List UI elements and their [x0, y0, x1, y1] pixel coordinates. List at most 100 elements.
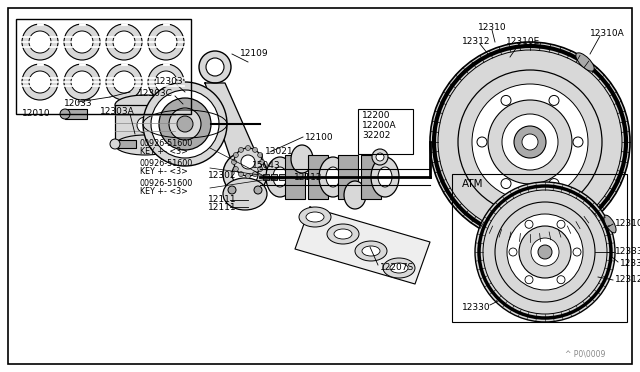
- Ellipse shape: [148, 64, 184, 100]
- Text: ^ P0\0009: ^ P0\0009: [564, 350, 605, 359]
- Text: 00926-51600: 00926-51600: [140, 140, 193, 148]
- Text: 12331: 12331: [620, 260, 640, 269]
- Bar: [285, 155, 305, 199]
- Polygon shape: [205, 83, 259, 160]
- Text: 12302: 12302: [208, 171, 237, 180]
- Ellipse shape: [64, 64, 100, 100]
- Ellipse shape: [241, 155, 255, 169]
- Ellipse shape: [253, 147, 257, 153]
- Ellipse shape: [71, 71, 93, 93]
- Text: 12109: 12109: [240, 49, 269, 58]
- Ellipse shape: [372, 149, 388, 165]
- Ellipse shape: [159, 98, 211, 150]
- Text: 12330: 12330: [462, 302, 491, 311]
- Ellipse shape: [177, 116, 193, 132]
- Ellipse shape: [525, 276, 533, 284]
- Ellipse shape: [223, 178, 267, 210]
- Ellipse shape: [155, 71, 177, 93]
- Ellipse shape: [501, 96, 511, 105]
- Ellipse shape: [206, 58, 224, 76]
- Text: ATM: ATM: [462, 179, 483, 189]
- Ellipse shape: [306, 212, 324, 222]
- Text: 00926-51600: 00926-51600: [140, 160, 193, 169]
- Bar: [338, 155, 358, 199]
- Ellipse shape: [259, 160, 264, 164]
- Ellipse shape: [29, 71, 51, 93]
- Ellipse shape: [110, 139, 120, 149]
- Ellipse shape: [319, 157, 347, 197]
- Ellipse shape: [291, 145, 313, 173]
- Ellipse shape: [299, 207, 331, 227]
- Bar: [16, 19, 191, 114]
- Ellipse shape: [475, 182, 615, 322]
- Text: 12200A: 12200A: [362, 121, 397, 129]
- Ellipse shape: [254, 186, 262, 194]
- Ellipse shape: [223, 152, 267, 196]
- Ellipse shape: [232, 161, 258, 187]
- Ellipse shape: [60, 109, 70, 119]
- Text: 00926-51600: 00926-51600: [140, 180, 193, 189]
- Text: 12207S: 12207S: [380, 263, 414, 272]
- Ellipse shape: [355, 241, 387, 261]
- Ellipse shape: [525, 220, 533, 228]
- Ellipse shape: [573, 137, 583, 147]
- Text: 12333: 12333: [615, 247, 640, 257]
- Bar: [263, 174, 269, 180]
- Ellipse shape: [522, 134, 538, 150]
- Ellipse shape: [273, 167, 287, 187]
- Ellipse shape: [228, 186, 236, 194]
- Text: KEY +- <3>: KEY +- <3>: [140, 187, 188, 196]
- Polygon shape: [295, 207, 430, 284]
- Ellipse shape: [334, 229, 352, 239]
- Ellipse shape: [199, 51, 231, 83]
- Ellipse shape: [155, 31, 177, 53]
- Ellipse shape: [430, 42, 630, 242]
- Ellipse shape: [239, 147, 243, 153]
- Ellipse shape: [326, 167, 340, 187]
- Bar: [118, 140, 136, 148]
- Ellipse shape: [488, 100, 572, 184]
- Ellipse shape: [232, 160, 237, 164]
- Text: 12010: 12010: [22, 109, 51, 119]
- Ellipse shape: [477, 137, 487, 147]
- Bar: [308, 155, 328, 199]
- Text: 12111: 12111: [208, 202, 237, 212]
- Bar: [452, 174, 627, 322]
- Ellipse shape: [376, 153, 384, 161]
- Ellipse shape: [253, 171, 257, 177]
- Ellipse shape: [246, 145, 250, 151]
- Ellipse shape: [371, 157, 399, 197]
- Ellipse shape: [246, 173, 250, 179]
- Bar: [271, 174, 277, 180]
- Ellipse shape: [106, 24, 142, 60]
- Bar: [115, 105, 175, 145]
- Ellipse shape: [538, 245, 552, 259]
- Text: 12303: 12303: [155, 77, 184, 87]
- Ellipse shape: [501, 179, 511, 189]
- Bar: [279, 174, 285, 180]
- Ellipse shape: [327, 224, 359, 244]
- Text: 13021: 13021: [265, 148, 294, 157]
- Ellipse shape: [239, 171, 243, 177]
- Ellipse shape: [573, 248, 581, 256]
- Ellipse shape: [143, 82, 227, 166]
- Ellipse shape: [71, 31, 93, 53]
- Text: 12310: 12310: [477, 22, 506, 32]
- Ellipse shape: [472, 84, 588, 200]
- Text: 12303C: 12303C: [138, 90, 173, 99]
- Ellipse shape: [113, 31, 135, 53]
- Ellipse shape: [115, 135, 175, 155]
- Text: 12310E: 12310E: [506, 38, 540, 46]
- Text: 12033: 12033: [64, 99, 92, 109]
- Bar: [65, 109, 87, 119]
- Bar: [361, 155, 381, 199]
- Ellipse shape: [169, 108, 201, 140]
- Bar: [358, 109, 413, 154]
- Ellipse shape: [507, 214, 583, 290]
- Ellipse shape: [495, 202, 595, 302]
- Ellipse shape: [234, 167, 238, 171]
- Ellipse shape: [509, 248, 517, 256]
- Text: 12310A: 12310A: [615, 219, 640, 228]
- Ellipse shape: [362, 246, 380, 256]
- Text: 12303A: 12303A: [100, 108, 135, 116]
